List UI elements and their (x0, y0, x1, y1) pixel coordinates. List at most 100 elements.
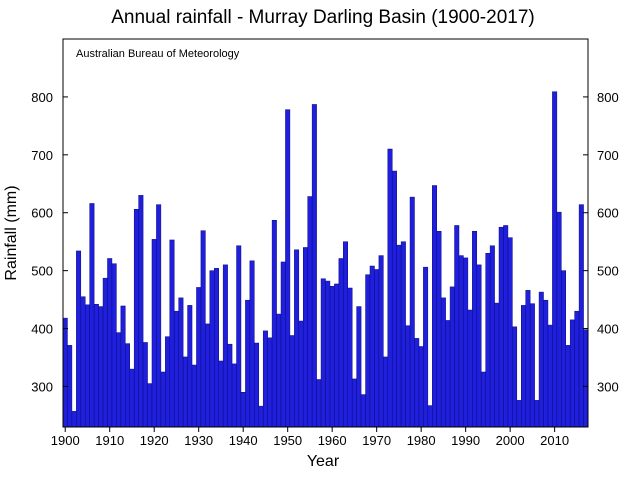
bar-1918 (142, 342, 148, 428)
bar-1985 (440, 297, 446, 428)
y-tick-label-left: 500 (31, 264, 53, 279)
chart-title: Annual rainfall - Murray Darling Basin (… (111, 7, 534, 28)
bar-2004 (525, 290, 531, 428)
bar-1988 (454, 225, 460, 428)
bar-1960 (329, 286, 335, 428)
bar-1924 (169, 239, 175, 428)
bar-1989 (458, 255, 464, 428)
bar-1996 (489, 245, 495, 428)
bar-2005 (529, 303, 535, 428)
y-tick-label-left: 800 (31, 90, 53, 105)
bar-1984 (436, 231, 442, 428)
bar-1952 (294, 249, 300, 428)
bar-1935 (218, 360, 224, 428)
bar-2001 (512, 326, 518, 428)
bar-1963 (343, 241, 348, 428)
bar-1941 (245, 299, 251, 428)
bar-1967 (360, 394, 366, 428)
y-tick-label-right: 400 (597, 322, 619, 337)
x-tick-label: 1930 (184, 433, 213, 448)
bar-1999 (503, 225, 509, 428)
bar-1950 (285, 109, 291, 428)
bar-1975 (396, 244, 402, 428)
bar-2011 (556, 211, 562, 428)
bar-1971 (378, 255, 384, 428)
bar-2015 (574, 310, 580, 428)
bar-1922 (160, 371, 166, 428)
bar-1961 (334, 283, 340, 428)
x-tick-label: 1960 (318, 433, 347, 448)
x-tick-label: 1940 (229, 433, 258, 448)
bar-1900 (62, 317, 68, 428)
bar-1973 (387, 148, 393, 428)
bar-1990 (463, 257, 469, 428)
bar-1938 (231, 363, 237, 428)
bar-1957 (316, 379, 322, 428)
bar-1979 (414, 338, 420, 428)
bar-1944 (258, 405, 264, 428)
bar-2009 (547, 324, 553, 428)
y-tick-label-right: 700 (597, 148, 619, 163)
bar-1901 (67, 345, 73, 428)
y-tick-label-left: 700 (31, 148, 53, 163)
bar-1953 (298, 320, 304, 428)
bar-1903 (76, 250, 82, 428)
bar-2008 (543, 299, 549, 428)
y-tick-label-left: 300 (31, 379, 53, 394)
y-tick-label-left: 600 (31, 206, 53, 221)
bar-1987 (449, 286, 455, 428)
y-axis-ticks: 300 300 400 400 500 500 600 600 700 700 800 800 (31, 90, 618, 395)
bar-1995 (485, 253, 491, 428)
bar-1972 (383, 356, 389, 428)
bar-2014 (569, 319, 575, 428)
bar-1928 (187, 305, 193, 428)
bar-1937 (227, 343, 233, 428)
x-tick-label: 1950 (273, 433, 302, 448)
bar-1986 (445, 320, 451, 428)
bar-1997 (494, 302, 500, 428)
bar-1910 (107, 258, 113, 428)
bar-1906 (89, 203, 95, 428)
bar-1911 (111, 263, 117, 428)
x-tick-label: 1990 (451, 433, 480, 448)
bar-1958 (320, 278, 326, 428)
bar-1909 (102, 277, 108, 428)
bar-1940 (240, 392, 246, 428)
bar-1915 (129, 368, 135, 428)
bar-1982 (427, 405, 433, 428)
bar-1905 (85, 304, 90, 428)
bar-1927 (182, 356, 188, 428)
bar-1993 (476, 264, 482, 428)
y-tick-label-right: 600 (597, 206, 619, 221)
bar-1902 (71, 411, 77, 428)
bar-1912 (116, 332, 122, 428)
x-axis-label: Year (307, 453, 340, 470)
bar-1959 (325, 280, 331, 428)
x-tick-label: 2010 (540, 433, 569, 448)
bar-1949 (280, 261, 286, 428)
bar-1991 (467, 309, 473, 428)
y-tick-label-right: 500 (597, 264, 619, 279)
bar-1913 (120, 305, 126, 428)
bar-1969 (369, 265, 375, 428)
bar-1916 (133, 209, 139, 428)
bar-1943 (254, 342, 260, 428)
bar-1970 (374, 269, 380, 428)
bar-1976 (400, 241, 406, 428)
bar-1926 (178, 297, 184, 428)
bar-1956 (311, 104, 317, 428)
bar-1908 (98, 306, 104, 428)
y-axis-label: Rainfall (mm) (3, 185, 20, 280)
bar-2006 (534, 400, 540, 428)
bar-1945 (262, 330, 268, 428)
y-tick-label-right: 800 (597, 90, 619, 105)
bar-1934 (214, 268, 219, 428)
bar-1936 (222, 264, 228, 428)
bar-1917 (138, 195, 144, 428)
bar-1966 (356, 306, 362, 428)
bar-1914 (125, 343, 130, 428)
bar-1951 (289, 335, 295, 428)
bar-2002 (516, 400, 522, 428)
x-tick-label: 1900 (51, 433, 80, 448)
